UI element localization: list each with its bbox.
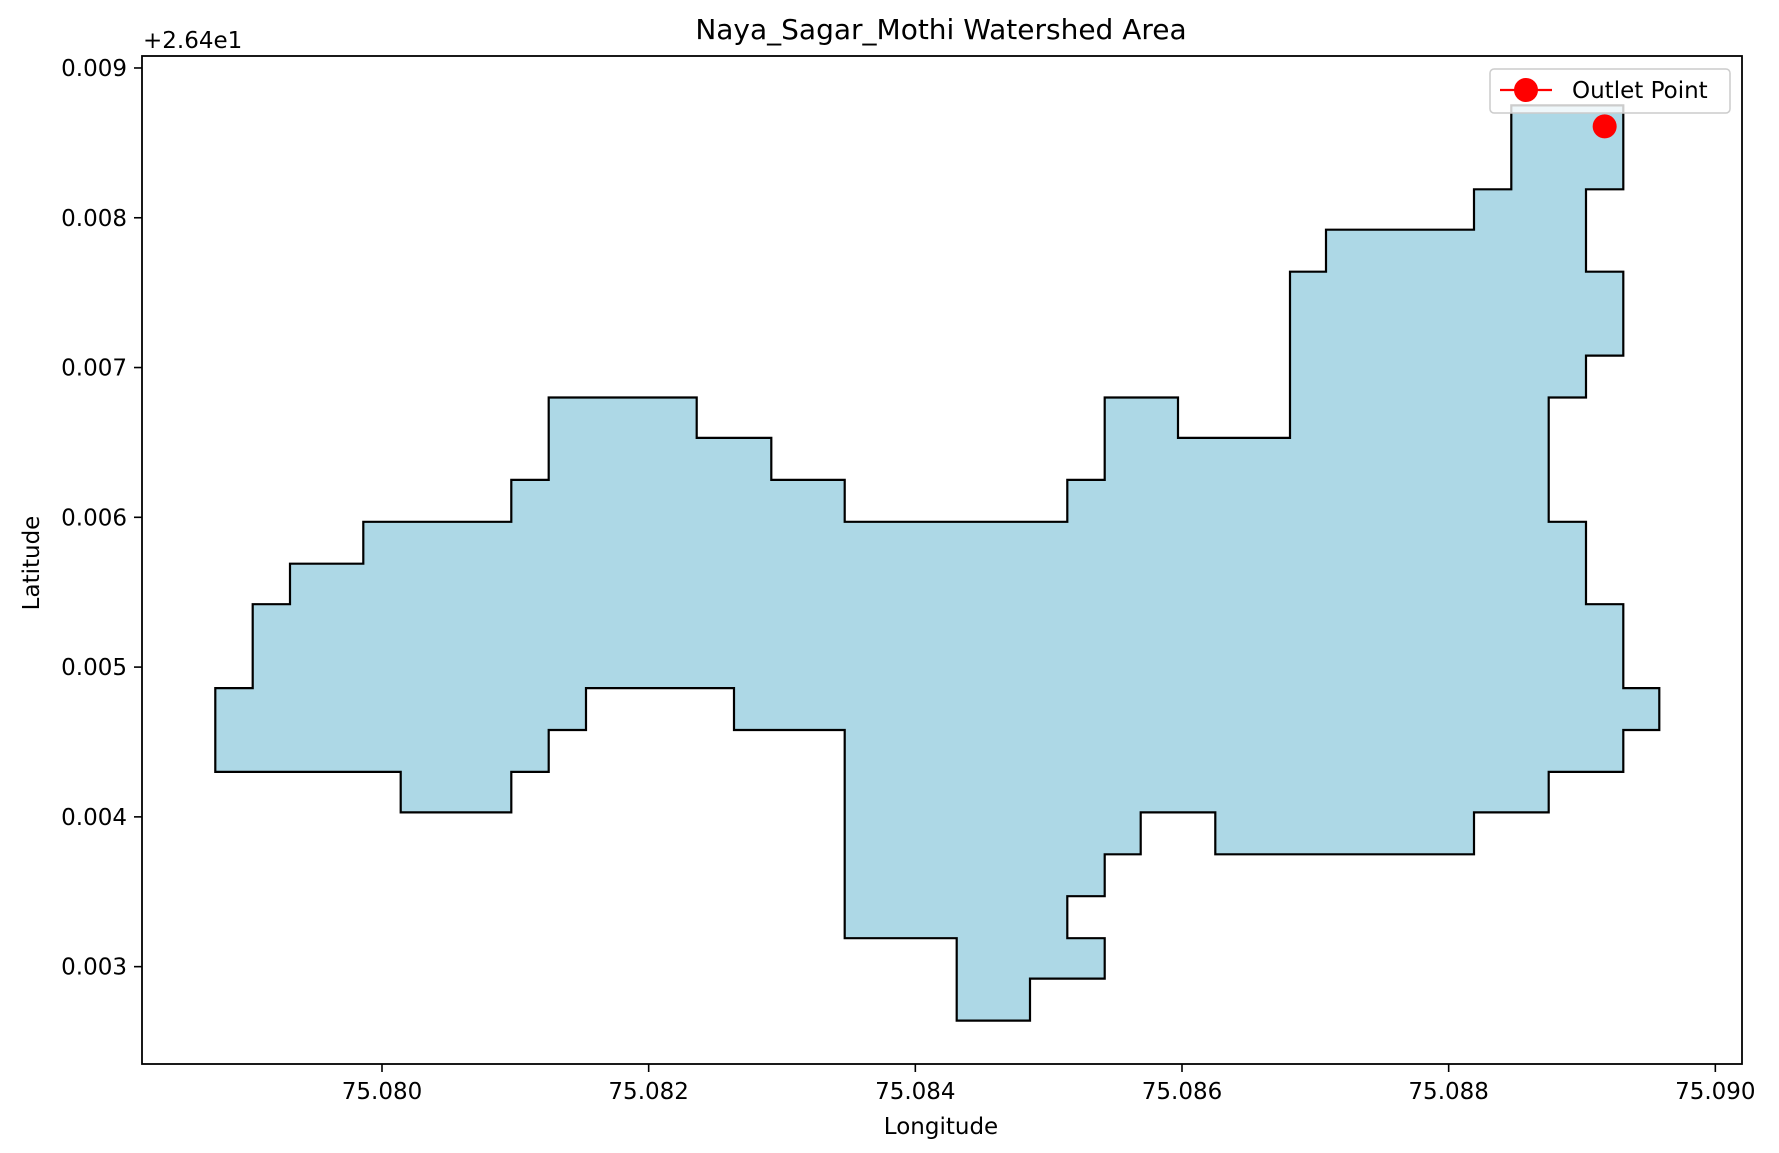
y-axis: 0.003 0.004 0.005 0.006 0.007 0.008 0.009 bbox=[61, 56, 142, 981]
chart-title: Naya_Sagar_Mothi Watershed Area bbox=[695, 13, 1186, 46]
y-axis-label: Latitude bbox=[19, 516, 45, 611]
watershed-polygon bbox=[214, 104, 1661, 1022]
y-tick-label: 0.009 bbox=[61, 56, 127, 82]
x-tick-label: 75.090 bbox=[1675, 1079, 1755, 1105]
y-tick-label: 0.004 bbox=[61, 805, 127, 831]
x-tick-label: 75.084 bbox=[875, 1079, 955, 1105]
plot-area bbox=[141, 55, 1743, 1065]
y-tick-label: 0.008 bbox=[61, 206, 127, 232]
plot-frame bbox=[141, 55, 1743, 1065]
x-tick-label: 75.086 bbox=[1142, 1079, 1222, 1105]
legend-frame bbox=[1489, 68, 1731, 114]
y-tick-label: 0.005 bbox=[61, 655, 127, 681]
legend-label: Outlet Point bbox=[1572, 78, 1708, 104]
x-tick-label: 75.080 bbox=[342, 1079, 422, 1105]
y-tick-label: 0.006 bbox=[61, 505, 127, 531]
outlet-point-marker bbox=[1592, 114, 1617, 139]
x-axis: 75.080 75.082 75.084 75.086 75.088 75.090 bbox=[342, 1064, 1756, 1105]
x-tick-label: 75.082 bbox=[608, 1079, 688, 1105]
y-tick-label: 0.003 bbox=[61, 955, 127, 981]
legend: Outlet Point bbox=[1489, 68, 1731, 114]
legend-marker-swatch bbox=[1514, 78, 1538, 102]
y-tick-label: 0.007 bbox=[61, 356, 127, 382]
x-tick-label: 75.088 bbox=[1408, 1079, 1488, 1105]
x-axis-label: Longitude bbox=[884, 1114, 998, 1140]
y-offset-label: +2.64e1 bbox=[143, 28, 242, 54]
